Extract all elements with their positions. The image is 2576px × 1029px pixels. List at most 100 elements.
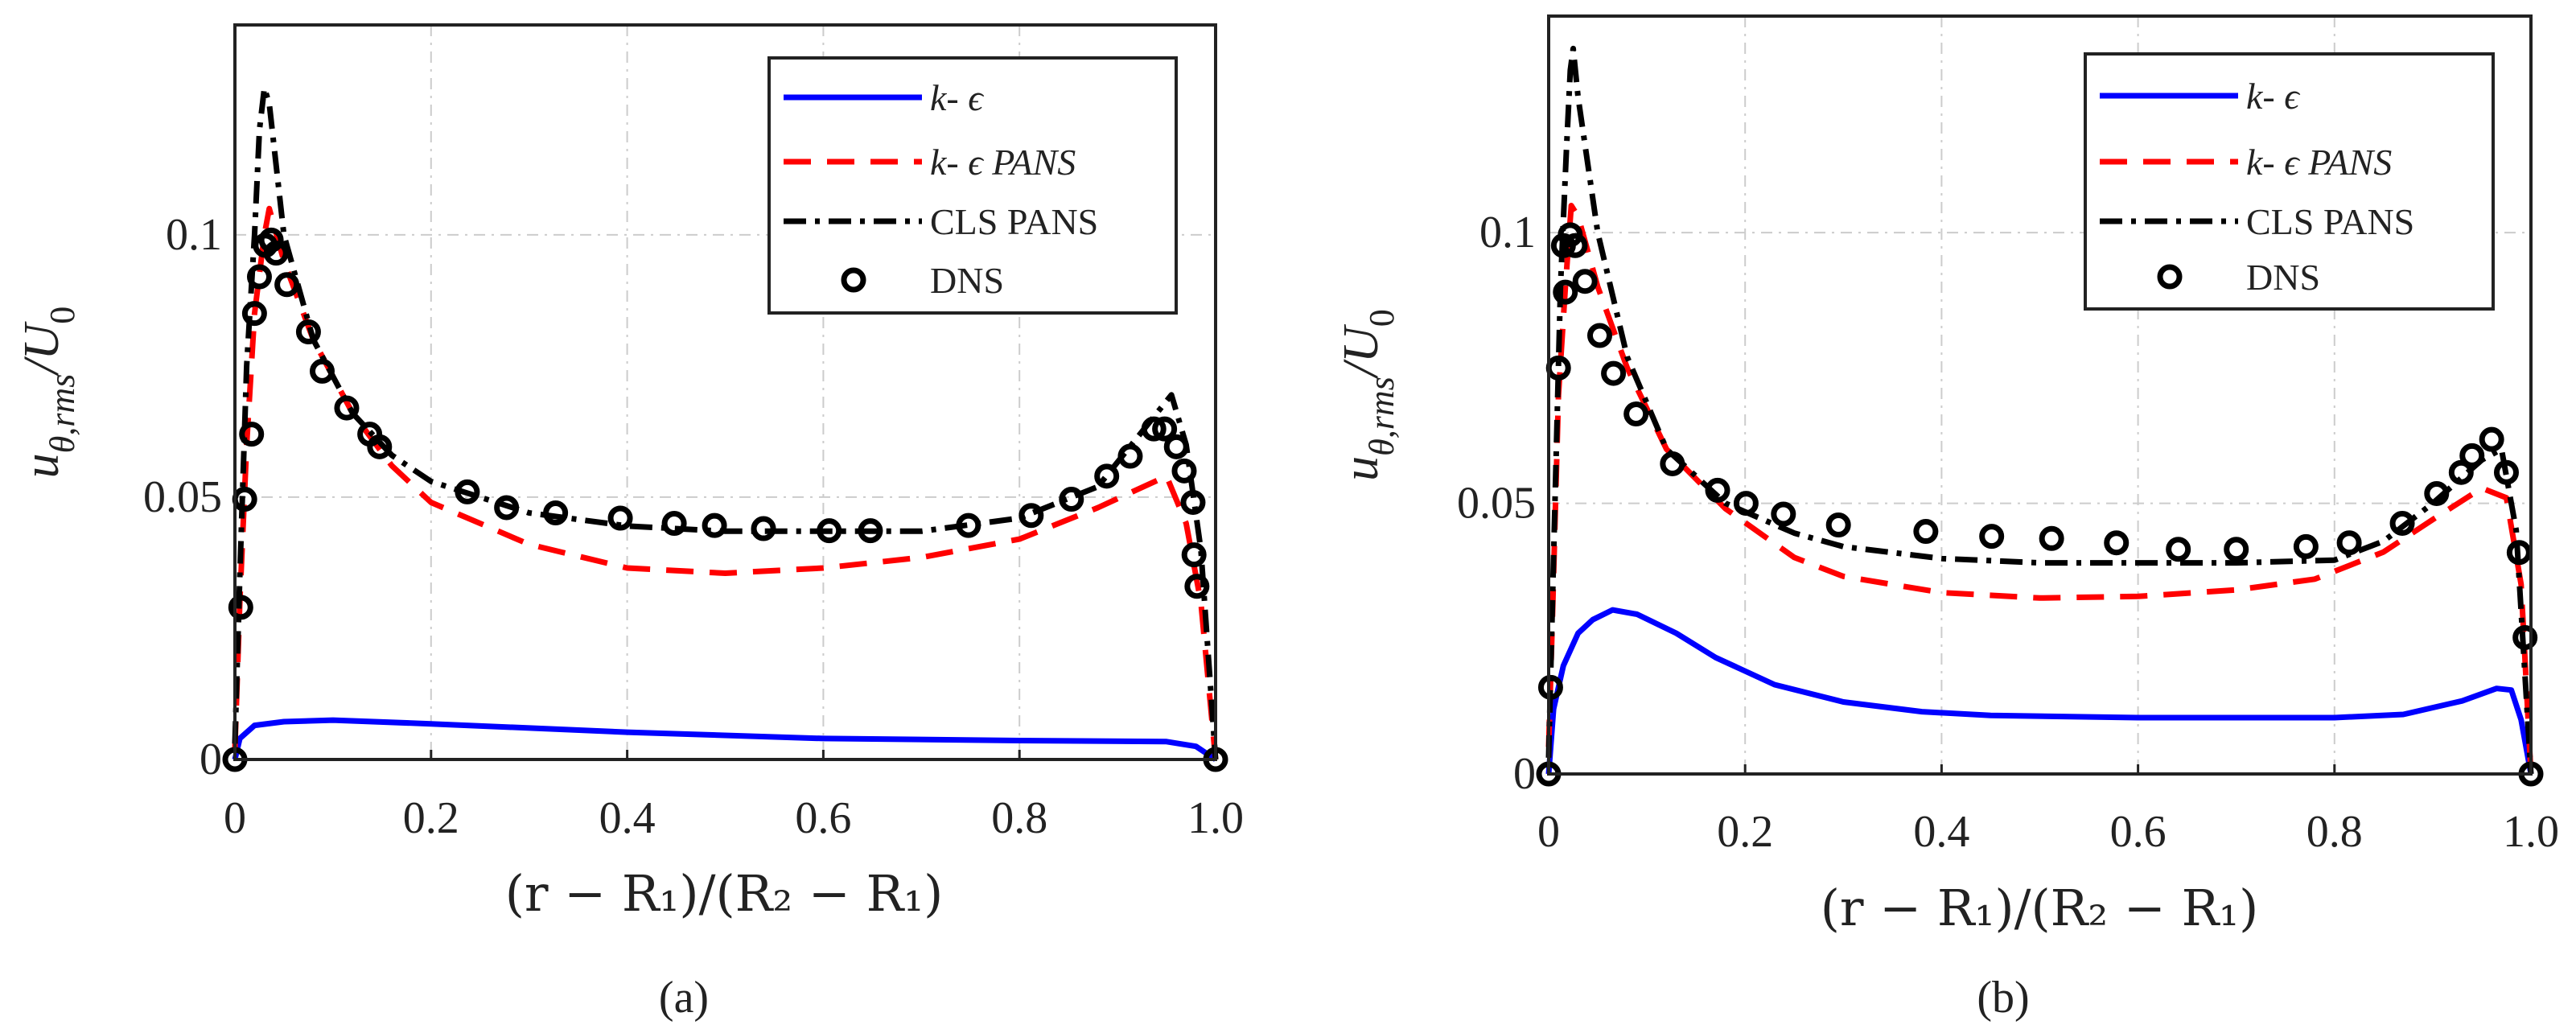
dns-data-point bbox=[274, 272, 300, 298]
dns-data-point bbox=[2479, 426, 2504, 452]
dns-data-point bbox=[1572, 269, 1598, 294]
y-axis-label: uθ,rms/U0 bbox=[1334, 309, 1401, 481]
dns-data-point bbox=[1562, 233, 1588, 258]
y-axis-label-text: uθ,rms/U0 bbox=[1334, 309, 1401, 481]
dns-data-point bbox=[1117, 443, 1143, 469]
dns-data-point bbox=[309, 358, 335, 384]
dns-data-point bbox=[702, 512, 727, 538]
x-tick-label: 0 bbox=[1537, 807, 1560, 857]
dns-data-point bbox=[2039, 525, 2064, 551]
y-tick-label: 0 bbox=[1513, 749, 1536, 799]
x-axis-label: (r − R₁)/(R₂ − R₁) bbox=[505, 864, 944, 923]
legend: k- ϵ k- ϵ PANS CLS PANS DNS bbox=[767, 56, 1178, 315]
x-tick-label: 1.0 bbox=[1187, 793, 1244, 843]
dns-data-point bbox=[2493, 459, 2519, 485]
y-label-part: θ,rms bbox=[1362, 377, 1401, 456]
series-k-pans bbox=[1545, 203, 2534, 775]
legend-label: CLS PANS bbox=[2246, 201, 2414, 242]
x-tick-label: 0.2 bbox=[403, 793, 459, 843]
x-tick-label: 0.8 bbox=[991, 793, 1047, 843]
legend-label: k- ϵ PANS bbox=[930, 142, 1076, 183]
series-line bbox=[1545, 607, 2534, 775]
dns-data-point bbox=[2506, 540, 2532, 566]
dns-data-point bbox=[1825, 512, 1851, 537]
dns-data-point bbox=[295, 319, 321, 345]
y-axis-label: uθ,rms/U0 bbox=[14, 307, 82, 479]
dns-data-point bbox=[1601, 360, 1627, 386]
legend-label: CLS PANS bbox=[930, 201, 1098, 242]
y-tick-label: 0.05 bbox=[1457, 479, 1536, 529]
legend-marker-circle bbox=[2157, 264, 2183, 290]
dns-data-point bbox=[246, 264, 272, 290]
dns-data-point bbox=[1553, 279, 1578, 305]
legend-label: k- ϵ PANS bbox=[2246, 142, 2392, 183]
dns-data-point bbox=[2104, 530, 2130, 556]
x-tick-label: 0 bbox=[224, 793, 246, 843]
x-tick-label: 1.0 bbox=[2503, 807, 2559, 857]
dns-data-point bbox=[2424, 480, 2450, 506]
dns-data-point bbox=[2512, 624, 2538, 650]
y-label-part: /U bbox=[1334, 323, 1389, 379]
legend-marker-circle bbox=[841, 267, 866, 293]
dns-data-point bbox=[1018, 503, 1044, 529]
dns-data-point bbox=[241, 301, 267, 327]
dns-data-point bbox=[1059, 487, 1084, 512]
panel-caption: (b) bbox=[1977, 973, 2029, 1023]
dns-data-point bbox=[1141, 416, 1167, 442]
dns-data-point bbox=[258, 227, 284, 253]
series-line bbox=[232, 205, 1219, 760]
y-label-part: 0 bbox=[1362, 309, 1401, 327]
y-axis-label-text: uθ,rms/U0 bbox=[14, 307, 82, 479]
dns-data-point bbox=[334, 395, 360, 421]
x-tick-label: 0.2 bbox=[1717, 807, 1773, 857]
y-tick-label: 0.1 bbox=[166, 210, 222, 260]
series-dns bbox=[222, 227, 1228, 772]
series-k- bbox=[1545, 607, 2534, 775]
dns-data-point bbox=[1180, 489, 1206, 515]
series-k-pans bbox=[232, 205, 1219, 760]
dns-data-point bbox=[2459, 442, 2485, 468]
legend-label: DNS bbox=[930, 260, 1004, 301]
x-tick-label: 0.6 bbox=[2110, 807, 2167, 857]
dns-data-point bbox=[661, 511, 687, 537]
legend: k- ϵ k- ϵ PANS CLS PANS DNS bbox=[2084, 52, 2495, 311]
dns-data-point bbox=[1181, 542, 1207, 568]
dns-data-point bbox=[2293, 533, 2319, 559]
series-dns bbox=[1536, 222, 2544, 787]
dns-data-point bbox=[1660, 451, 1685, 476]
dns-data-point bbox=[1163, 434, 1189, 459]
dns-data-point bbox=[239, 422, 265, 447]
dns-data-point bbox=[1979, 524, 2005, 549]
y-label-part: 0 bbox=[43, 307, 82, 324]
dns-data-point bbox=[367, 434, 393, 459]
dns-data-point bbox=[817, 518, 842, 544]
dns-data-point bbox=[494, 495, 520, 521]
legend-label: DNS bbox=[2246, 257, 2320, 298]
dns-data-point bbox=[2166, 537, 2191, 562]
x-axis-label: (r − R₁)/(R₂ − R₁) bbox=[1821, 879, 2259, 937]
dns-data-point bbox=[1586, 323, 1612, 348]
dns-data-point bbox=[1094, 463, 1120, 489]
dns-data-point bbox=[228, 595, 253, 620]
dns-data-point bbox=[1733, 491, 1759, 517]
panel-caption: (a) bbox=[659, 973, 709, 1023]
dns-data-point bbox=[1537, 674, 1563, 700]
dns-data-point bbox=[607, 505, 633, 531]
dns-data-point bbox=[1184, 574, 1210, 599]
dns-data-point bbox=[858, 518, 883, 544]
dns-data-point bbox=[543, 500, 569, 525]
x-tick-label: 0.4 bbox=[1913, 807, 1969, 857]
legend-label: k- ϵ bbox=[930, 77, 985, 118]
legend-label: k- ϵ bbox=[2246, 76, 2301, 117]
dns-data-point bbox=[263, 241, 289, 266]
dns-data-point bbox=[1771, 501, 1796, 527]
dns-data-point bbox=[2224, 537, 2249, 562]
series-line bbox=[1545, 203, 2534, 775]
dns-data-point bbox=[956, 512, 981, 538]
chart-panel-b: 0 0.2 0.4 0.6 0.8 1.0 0 0.05 0.1 k- ϵ k- ϵ PANS CLS… bbox=[1334, 14, 2559, 1023]
y-label-part: u bbox=[14, 453, 69, 478]
axes-box bbox=[1547, 14, 2533, 776]
series-k- bbox=[232, 717, 1217, 762]
dns-data-point bbox=[1171, 458, 1197, 484]
